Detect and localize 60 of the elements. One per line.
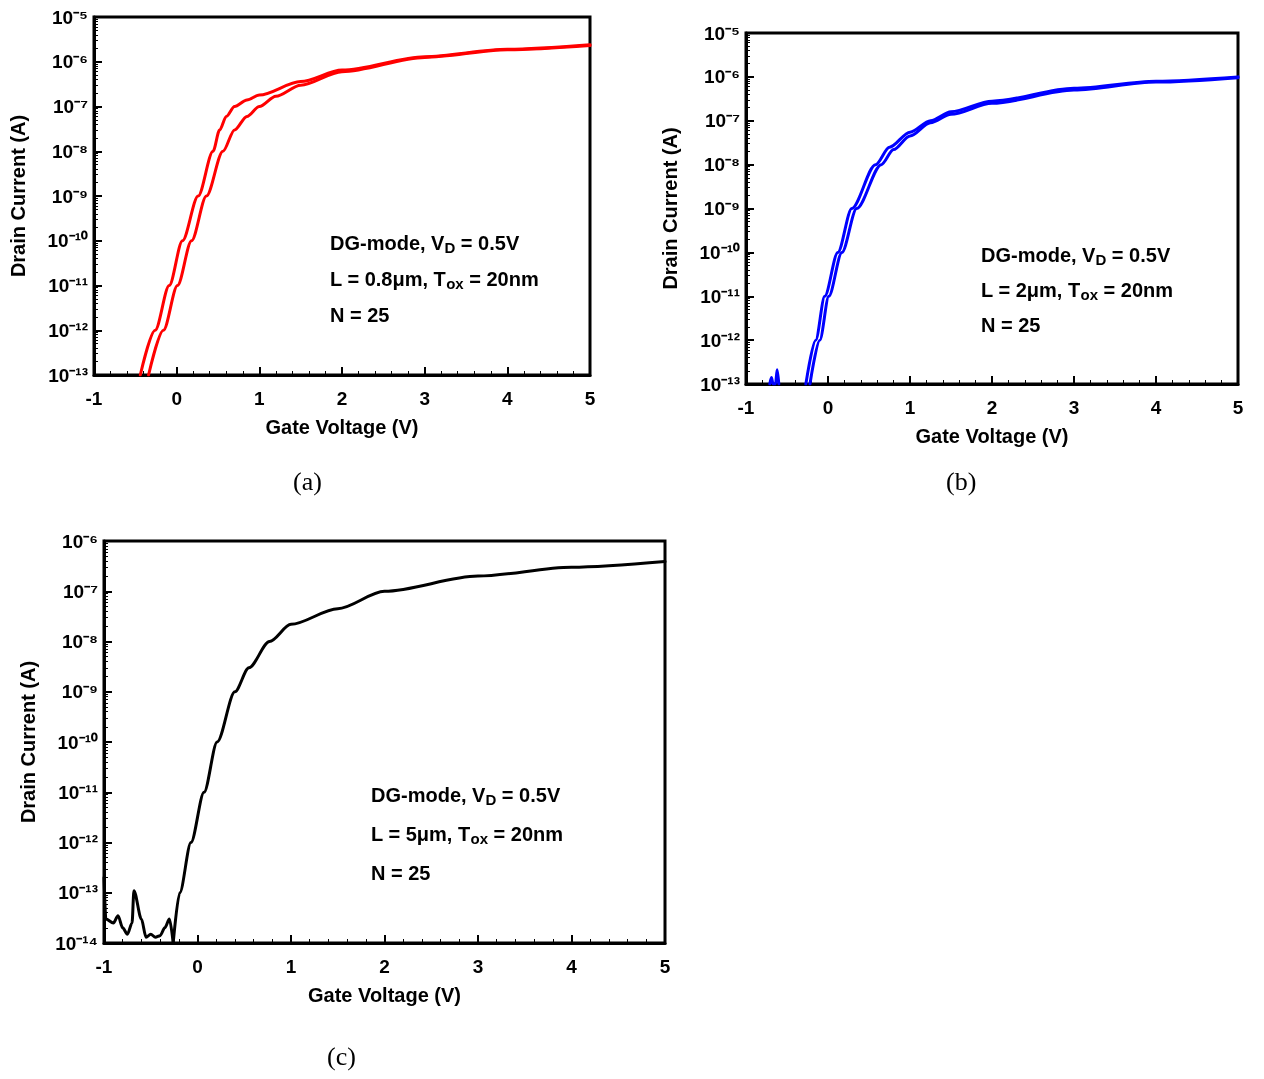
y-axis-title: Drain Current (A) [7, 114, 29, 278]
x-tick-label: 5 [659, 956, 671, 977]
y-tick-label: 10⁻¹³ [58, 882, 98, 904]
text: (a) [293, 466, 322, 496]
x-tick-label: 2 [986, 397, 998, 418]
y-tick-label: 10⁻⁶ [62, 530, 98, 552]
y-tick-label: 10⁻⁹ [703, 198, 740, 219]
text: (b) [946, 466, 977, 496]
y-tick-label: 10⁻⁸ [51, 140, 88, 162]
text: (c) [327, 1041, 356, 1071]
y-tick-label: 10⁻⁹ [51, 185, 88, 207]
y-tick-label: 10⁻¹¹ [48, 275, 88, 296]
y-tick-label: 10⁻¹³ [48, 364, 88, 386]
y-tick-label: 10⁻¹⁰ [57, 731, 98, 753]
y-axis-title: Drain Current (A) [659, 127, 681, 290]
y-tick-label: 10⁻¹¹ [700, 285, 740, 307]
y-tick-label: 10⁻¹¹ [58, 781, 98, 803]
y-tick-label: 10⁻⁶ [704, 66, 740, 88]
x-tick-label: 3 [472, 956, 484, 977]
y-tick-label: 10⁻¹⁰ [699, 241, 740, 263]
y-tick-label: 10⁻⁷ [705, 110, 741, 132]
x-axis-title: Gate Voltage (V) [265, 416, 419, 438]
x-tick-label: 1 [285, 956, 297, 977]
y-tick-label: 10⁻⁶ [52, 51, 88, 73]
annotation: N = 25 [981, 314, 1041, 336]
x-tick-label: 2 [379, 956, 390, 977]
x-axis-title: Gate Voltage (V) [915, 425, 1069, 447]
y-axis-title: Drain Current (A) [17, 660, 39, 824]
x-tick-label: 1 [254, 388, 266, 409]
x-tick-label: 0 [822, 397, 834, 418]
x-tick-label: 1 [904, 397, 916, 418]
y-tick-label: 10⁻¹² [48, 319, 88, 341]
x-tick-label: 4 [566, 956, 578, 977]
x-tick-label: -1 [95, 956, 113, 977]
x-tick-label: 4 [502, 388, 514, 409]
y-tick-label: 10⁻¹² [700, 329, 740, 351]
y-tick-label: 10⁻⁵ [703, 22, 740, 44]
x-axis-title: Gate Voltage (V) [308, 984, 461, 1006]
annotation: N = 25 [371, 862, 431, 884]
y-tick-label: 10⁻⁷ [53, 96, 89, 117]
x-tick-label: 5 [1232, 397, 1244, 418]
x-tick-label: 0 [192, 956, 203, 977]
x-tick-label: 3 [1068, 397, 1080, 418]
x-tick-label: -1 [85, 388, 103, 409]
y-tick-label: 10⁻⁸ [703, 154, 740, 176]
y-tick-label: 10⁻⁵ [51, 6, 88, 28]
y-tick-label: 10⁻¹⁰ [47, 230, 88, 252]
y-tick-label: 10⁻⁷ [63, 580, 99, 602]
x-tick-label: 0 [171, 388, 182, 409]
y-tick-label: 10⁻¹² [58, 832, 98, 853]
x-tick-label: 5 [584, 388, 596, 409]
x-tick-label: -1 [737, 397, 755, 418]
y-tick-label: 10⁻¹⁴ [55, 932, 98, 954]
y-tick-label: 10⁻⁹ [61, 681, 98, 703]
annotation: N = 25 [330, 304, 390, 326]
x-tick-label: 3 [419, 388, 430, 409]
y-tick-label: 10⁻⁸ [61, 631, 98, 652]
y-tick-label: 10⁻¹³ [700, 373, 740, 395]
x-tick-label: 2 [336, 388, 348, 409]
x-tick-label: 4 [1150, 397, 1162, 418]
